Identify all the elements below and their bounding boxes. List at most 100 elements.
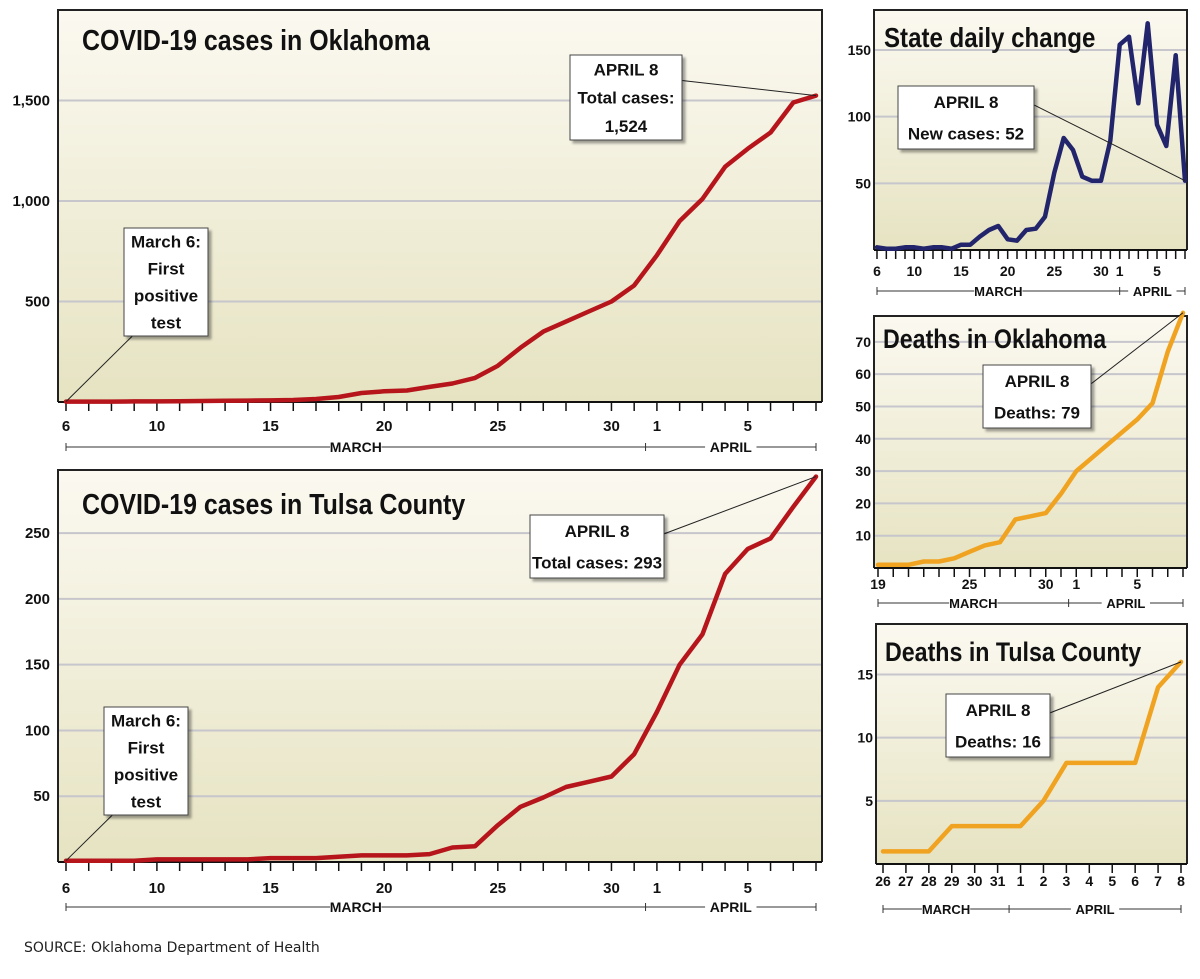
y-tick-label: 10 bbox=[855, 528, 871, 544]
month-label: MARCH bbox=[949, 596, 997, 611]
x-tick-label: 30 bbox=[967, 873, 983, 889]
x-tick-label: 6 bbox=[62, 880, 70, 897]
y-tick-label: 50 bbox=[855, 398, 871, 414]
annotation-box bbox=[103, 706, 189, 816]
month-label: MARCH bbox=[330, 439, 382, 455]
annotation-leader bbox=[663, 476, 817, 535]
chart-title: State daily change bbox=[884, 21, 1095, 53]
plot-frame bbox=[57, 469, 823, 862]
x-tick-label: 1 bbox=[1116, 263, 1124, 279]
x-tick-label: 1 bbox=[653, 880, 661, 897]
annotation-text: First bbox=[148, 260, 185, 279]
y-tick-label: 1,500 bbox=[12, 92, 50, 109]
annotation-text: test bbox=[151, 314, 182, 333]
y-tick-label: 150 bbox=[848, 42, 872, 58]
x-tick-label: 30 bbox=[1093, 263, 1109, 279]
annotation-text: APRIL 8 bbox=[1005, 372, 1070, 391]
annotation-text: APRIL 8 bbox=[565, 522, 630, 541]
x-tick-label: 15 bbox=[262, 880, 279, 897]
x-tick-label: 25 bbox=[489, 880, 506, 897]
annotation-leader bbox=[681, 80, 817, 97]
month-label-bg bbox=[949, 595, 998, 611]
plot-frame bbox=[875, 623, 1188, 864]
annotation-box bbox=[569, 54, 683, 141]
annotation-text: Total cases: bbox=[577, 89, 674, 108]
x-tick-label: 25 bbox=[1047, 263, 1063, 279]
annotation-leader bbox=[1090, 312, 1184, 385]
y-tick-label: 50 bbox=[855, 175, 871, 191]
x-tick-label: 25 bbox=[489, 418, 506, 435]
x-tick-label: 20 bbox=[376, 418, 393, 435]
x-tick-label: 29 bbox=[944, 873, 960, 889]
annotation-leader bbox=[65, 335, 133, 402]
chart-title: Deaths in Tulsa County bbox=[885, 637, 1141, 667]
month-label-bg bbox=[705, 899, 757, 915]
y-tick-label: 15 bbox=[857, 667, 873, 683]
x-tick-label: 5 bbox=[744, 418, 752, 435]
annotation-box bbox=[897, 85, 1035, 150]
x-tick-label: 20 bbox=[376, 880, 393, 897]
annotation-text: APRIL 8 bbox=[966, 701, 1031, 720]
x-tick-label: 6 bbox=[1131, 873, 1139, 889]
month-label-bg bbox=[1128, 283, 1177, 299]
x-tick-label: 30 bbox=[1038, 576, 1054, 592]
annotation-text: 1,524 bbox=[605, 117, 648, 136]
y-tick-label: 100 bbox=[848, 109, 872, 125]
x-tick-label: 5 bbox=[744, 880, 752, 897]
x-tick-label: 4 bbox=[1085, 873, 1093, 889]
month-label: APRIL bbox=[710, 439, 752, 455]
y-tick-label: 1,000 bbox=[12, 193, 50, 210]
source-note: SOURCE: Oklahoma Department of Health bbox=[24, 940, 320, 956]
series-line bbox=[63, 474, 819, 863]
x-tick-label: 27 bbox=[898, 873, 914, 889]
series-line bbox=[63, 93, 819, 404]
x-tick-label: 6 bbox=[873, 263, 881, 279]
x-tick-label: 5 bbox=[1133, 576, 1141, 592]
annotation-leader bbox=[65, 814, 113, 862]
annotation-text: March 6: bbox=[111, 712, 181, 731]
plot-frame bbox=[873, 315, 1188, 568]
annotation-leader bbox=[1033, 104, 1186, 182]
x-tick-label: 1 bbox=[1072, 576, 1080, 592]
chart-title: COVID-19 cases in Oklahoma bbox=[82, 24, 431, 56]
month-label: APRIL bbox=[710, 899, 752, 915]
month-label-bg bbox=[921, 901, 971, 917]
series-line bbox=[880, 659, 1184, 854]
x-tick-label: 28 bbox=[921, 873, 937, 889]
y-tick-label: 40 bbox=[855, 431, 871, 447]
x-tick-label: 7 bbox=[1154, 873, 1162, 889]
annotation-text: Deaths: 79 bbox=[994, 403, 1080, 422]
y-tick-label: 100 bbox=[25, 722, 50, 739]
month-label: APRIL bbox=[1076, 902, 1115, 917]
month-label: MARCH bbox=[922, 902, 970, 917]
y-tick-label: 200 bbox=[25, 591, 50, 608]
annotation-text: test bbox=[131, 793, 162, 812]
month-label: APRIL bbox=[1106, 596, 1145, 611]
y-tick-label: 30 bbox=[855, 463, 871, 479]
annotation-text: New cases: 52 bbox=[908, 124, 1024, 143]
annotation-text: March 6: bbox=[131, 233, 201, 252]
annotation-text: positive bbox=[134, 287, 198, 306]
month-label-bg bbox=[330, 899, 382, 915]
x-tick-label: 10 bbox=[907, 263, 923, 279]
month-label-bg bbox=[1101, 595, 1150, 611]
annotation-text: positive bbox=[114, 766, 178, 785]
annotation-text: APRIL 8 bbox=[934, 93, 999, 112]
x-tick-label: 10 bbox=[149, 418, 166, 435]
plot-background bbox=[58, 10, 822, 402]
y-tick-label: 500 bbox=[25, 293, 50, 310]
plot-frame bbox=[57, 9, 823, 402]
x-tick-label: 26 bbox=[875, 873, 891, 889]
x-tick-label: 30 bbox=[603, 418, 620, 435]
y-tick-label: 150 bbox=[25, 657, 50, 674]
x-tick-label: 1 bbox=[653, 418, 661, 435]
month-label-bg bbox=[330, 439, 382, 455]
x-tick-label: 25 bbox=[962, 576, 978, 592]
y-tick-label: 50 bbox=[33, 788, 50, 805]
annotation-text: Deaths: 16 bbox=[955, 732, 1041, 751]
annotation-box bbox=[945, 693, 1051, 758]
